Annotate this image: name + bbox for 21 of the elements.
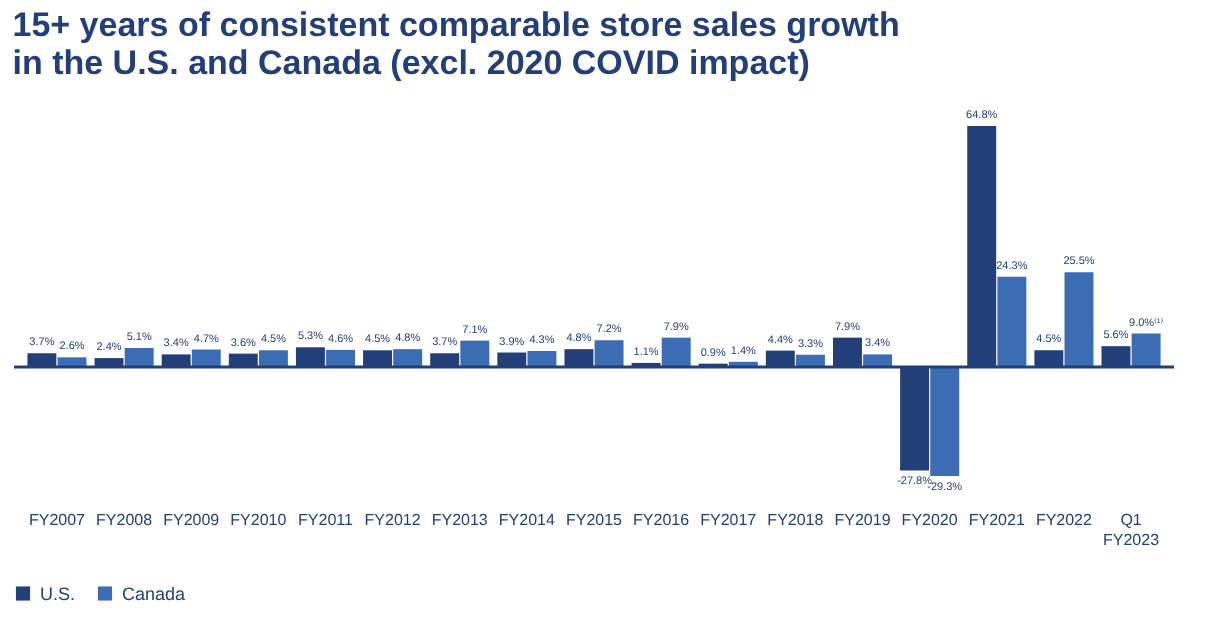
x-tick-label: FY2014 xyxy=(498,511,556,529)
x-tick-label: FY2011 xyxy=(298,511,354,529)
x-tick-label: FY2015 xyxy=(565,511,624,529)
x-tick-label: FY2008 xyxy=(96,511,154,529)
x-tick-label: FY2007 xyxy=(28,511,87,529)
text: in the U.S. and Canada (excl. 2020 COVID impact) xyxy=(12,44,810,82)
x-tick-label: FY2016 xyxy=(633,511,691,529)
x-tick-label: FY2009 xyxy=(163,511,221,529)
legend-label: U.S. xyxy=(40,583,76,604)
x-tick-label: FY2020 xyxy=(901,511,959,529)
x-tick-label: FY2019 xyxy=(834,511,892,529)
x-tick-label: FY2018 xyxy=(767,511,825,529)
x-tick-label: FY2022 xyxy=(1035,511,1094,529)
x-tick-label: FY2010 xyxy=(230,511,288,529)
x-tick-label: Q1 FY2023 xyxy=(1103,511,1161,549)
x-tick-label: FY2021 xyxy=(968,511,1026,529)
x-tick-label: FY2017 xyxy=(700,511,758,529)
x-tick-label: FY2012 xyxy=(364,511,422,529)
legend-label: Canada xyxy=(122,583,186,604)
x-tick-label: FY2013 xyxy=(431,511,489,529)
text: 15+ years of consistent comparable store sales growth xyxy=(12,6,900,44)
